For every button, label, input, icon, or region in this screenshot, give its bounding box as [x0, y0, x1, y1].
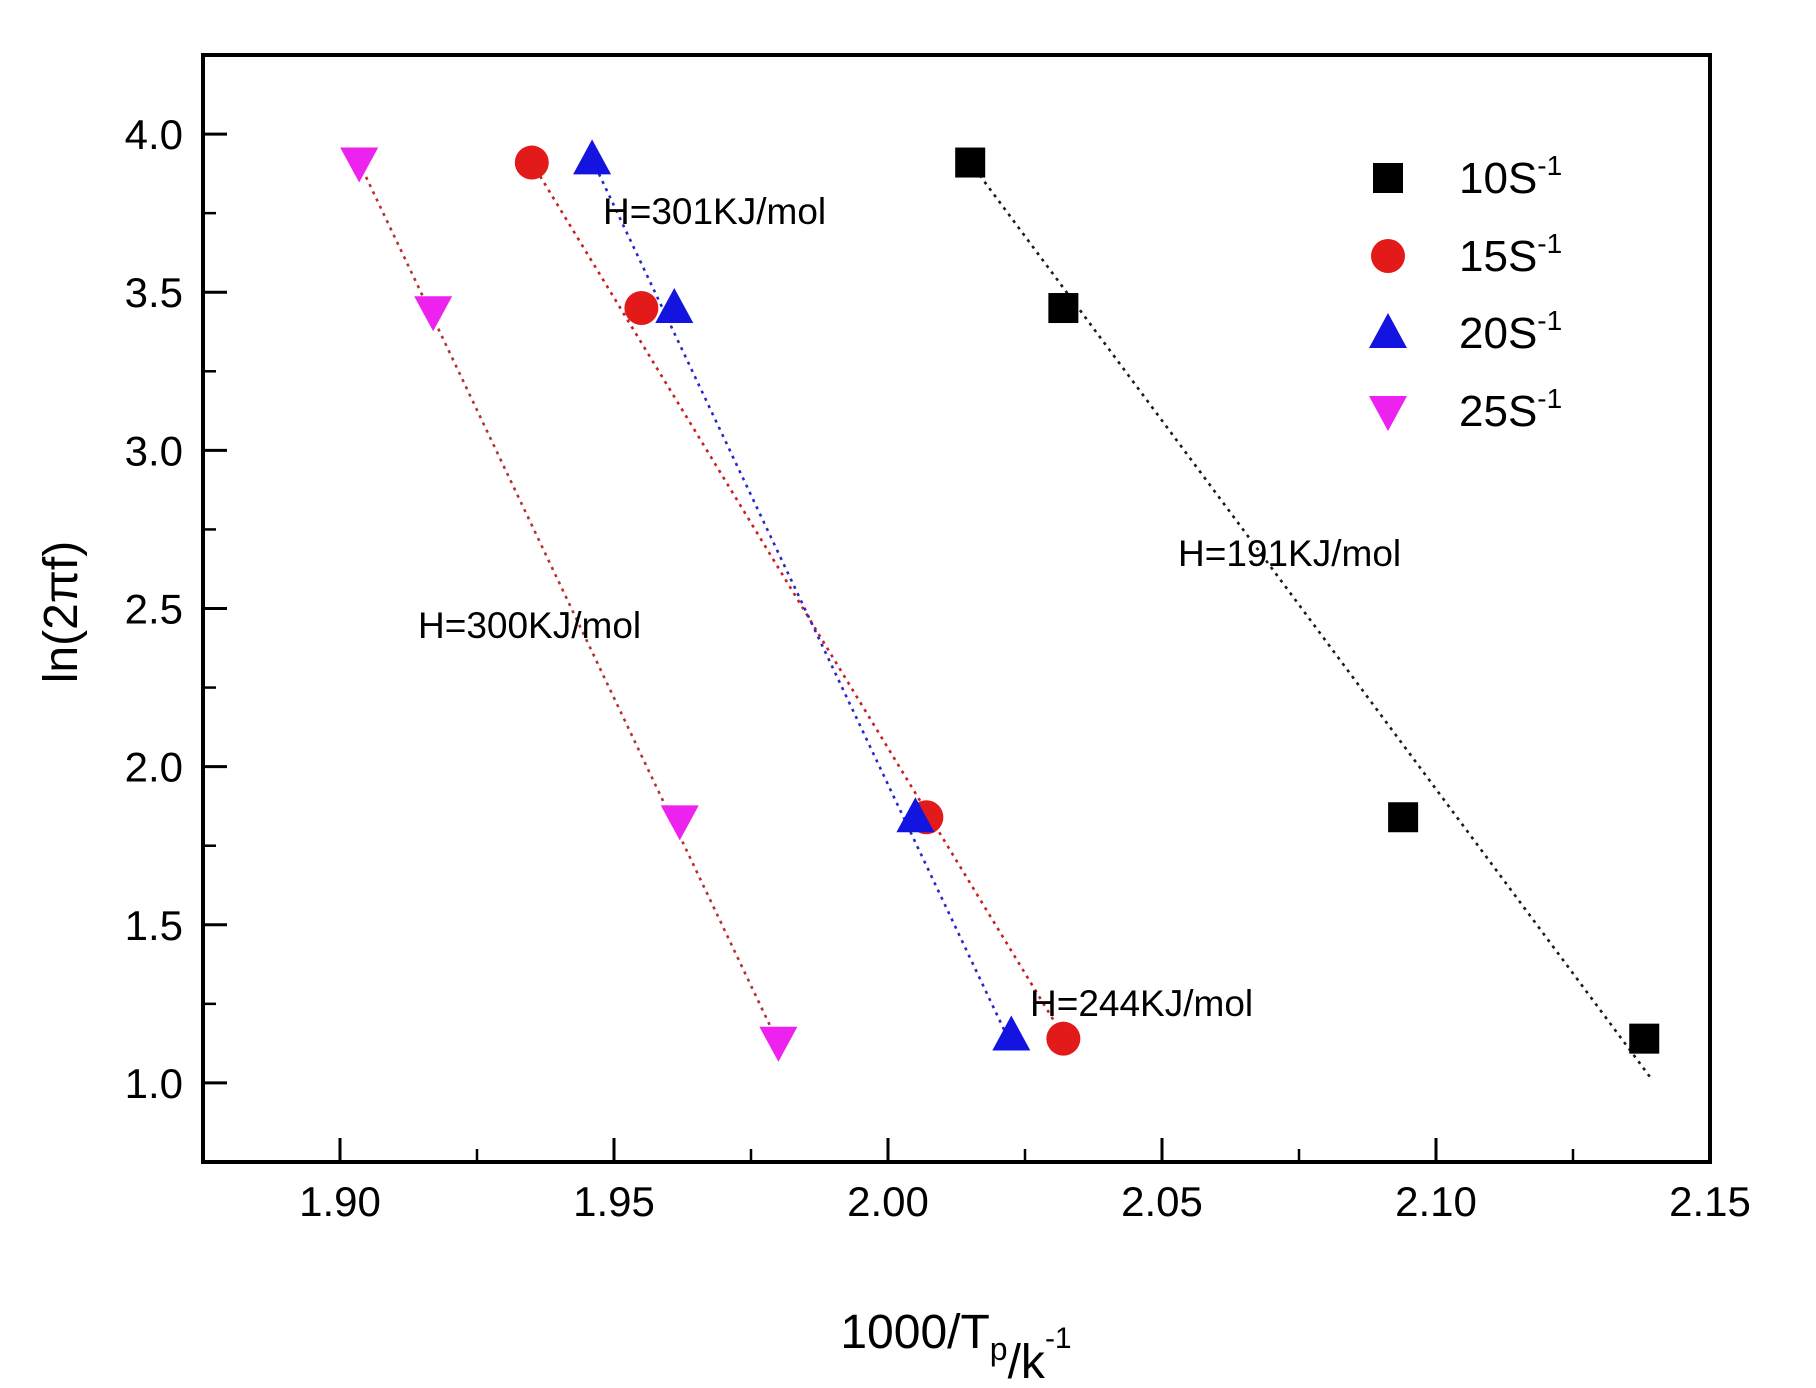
annotation-3: H=244KJ/mol: [1030, 983, 1253, 1024]
y-axis-title: ln(2πf): [35, 541, 88, 683]
y-tick-label: 3.0: [125, 427, 183, 474]
data-point-25s-1: [414, 296, 453, 332]
fit-line-10s-1: [969, 161, 1651, 1078]
data-point-15s-1: [514, 145, 549, 180]
legend-label: 20S-1: [1459, 305, 1562, 358]
data-point-10s-1: [1629, 1023, 1660, 1054]
legend-marker-triangle-up: [1369, 313, 1407, 348]
data-point-25s-1: [759, 1026, 798, 1062]
legend: 10S-1 15S-1 20S-1 25S-1: [1369, 150, 1562, 436]
legend-label: 25S-1: [1459, 383, 1562, 436]
x-axis: 1.90 1.95 2.00 2.05 2.10 2.15: [299, 1138, 1751, 1225]
y-tick-label: 2.5: [125, 586, 183, 633]
data-point-25s-1: [340, 147, 379, 183]
x-axis-title: 1000/Tp/k-1: [840, 1306, 1071, 1388]
legend-label: 15S-1: [1459, 228, 1562, 281]
data-point-10s-1: [1048, 293, 1079, 324]
x-tick-label: 2.00: [847, 1178, 929, 1225]
y-tick-label: 1.0: [125, 1060, 183, 1107]
y-tick-label: 3.5: [125, 269, 183, 316]
y-tick-label: 1.5: [125, 902, 183, 949]
legend-marker-square: [1373, 163, 1403, 193]
series-25s-1: [340, 147, 798, 1062]
data-point-10s-1: [955, 147, 986, 178]
fit-line-20s-1: [590, 158, 1013, 1046]
y-axis: 1.0 1.5 2.0 2.5 3.0 3.5 4.0: [125, 111, 227, 1107]
x-tick-label: 2.10: [1395, 1178, 1477, 1225]
y-tick-label: 2.0: [125, 744, 183, 791]
y-tick-label: 4.0: [125, 111, 183, 158]
data-point-15s-1: [624, 291, 659, 326]
x-tick-label: 1.95: [573, 1178, 655, 1225]
data-point-20s-1: [896, 797, 935, 833]
data-point-25s-1: [660, 805, 699, 841]
series-20s-1: [573, 139, 1031, 1051]
data-point-20s-1: [992, 1015, 1031, 1051]
legend-marker-triangle-down: [1369, 396, 1407, 431]
legend-label: 10S-1: [1459, 150, 1562, 203]
legend-marker-circle: [1371, 239, 1405, 273]
x-tick-label: 1.90: [299, 1178, 381, 1225]
annotation-1: H=191KJ/mol: [1178, 533, 1401, 574]
data-point-20s-1: [573, 139, 612, 175]
fit-line-15s-1: [530, 161, 1057, 1024]
data-point-15s-1: [1046, 1021, 1081, 1056]
annotation-2: H=300KJ/mol: [418, 605, 641, 646]
annotation-0: H=301KJ/mol: [603, 191, 826, 232]
data-point-10s-1: [1388, 802, 1419, 833]
series-15s-1: [514, 145, 1081, 1056]
x-tick-label: 2.05: [1121, 1178, 1203, 1225]
series-10s-1: [955, 147, 1660, 1078]
x-tick-label: 2.15: [1669, 1178, 1751, 1225]
data-point-20s-1: [655, 288, 694, 324]
